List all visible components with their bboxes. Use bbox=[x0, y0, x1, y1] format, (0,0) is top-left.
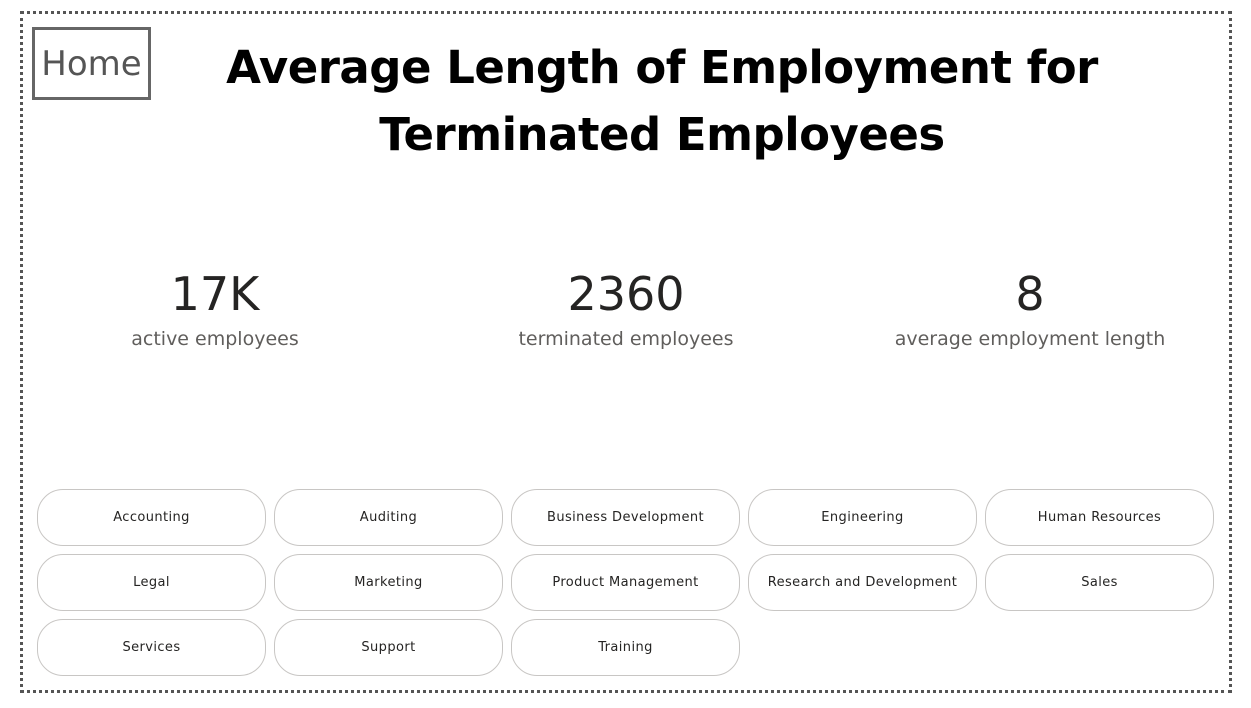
department-button-marketing[interactable]: Marketing bbox=[274, 554, 503, 611]
department-button-product-management[interactable]: Product Management bbox=[511, 554, 740, 611]
kpi-label: terminated employees bbox=[518, 328, 734, 350]
department-button-support[interactable]: Support bbox=[274, 619, 503, 676]
department-button-auditing[interactable]: Auditing bbox=[274, 489, 503, 546]
department-slicer: Accounting Auditing Business Development… bbox=[37, 489, 1215, 676]
kpi-card-active-employees: 17K active employees bbox=[35, 264, 395, 352]
department-button-engineering[interactable]: Engineering bbox=[748, 489, 977, 546]
home-button[interactable]: Home bbox=[32, 27, 151, 100]
department-button-training[interactable]: Training bbox=[511, 619, 740, 676]
department-button-services[interactable]: Services bbox=[37, 619, 266, 676]
department-button-business-development[interactable]: Business Development bbox=[511, 489, 740, 546]
kpi-value: 17K bbox=[170, 267, 260, 321]
department-button-sales[interactable]: Sales bbox=[985, 554, 1214, 611]
kpi-label: active employees bbox=[131, 328, 299, 350]
report-canvas-border bbox=[20, 11, 1232, 693]
kpi-card-average-employment-length: 8 average employment length bbox=[850, 264, 1210, 352]
kpi-label: average employment length bbox=[894, 328, 1166, 350]
kpi-value: 8 bbox=[1015, 267, 1045, 321]
department-button-human-resources[interactable]: Human Resources bbox=[985, 489, 1214, 546]
page-title: Average Length of Employment for Termina… bbox=[226, 41, 1098, 161]
department-button-accounting[interactable]: Accounting bbox=[37, 489, 266, 546]
kpi-value: 2360 bbox=[567, 267, 685, 321]
kpi-card-terminated-employees: 2360 terminated employees bbox=[446, 264, 806, 352]
department-button-research-and-development[interactable]: Research and Development bbox=[748, 554, 977, 611]
department-button-legal[interactable]: Legal bbox=[37, 554, 266, 611]
